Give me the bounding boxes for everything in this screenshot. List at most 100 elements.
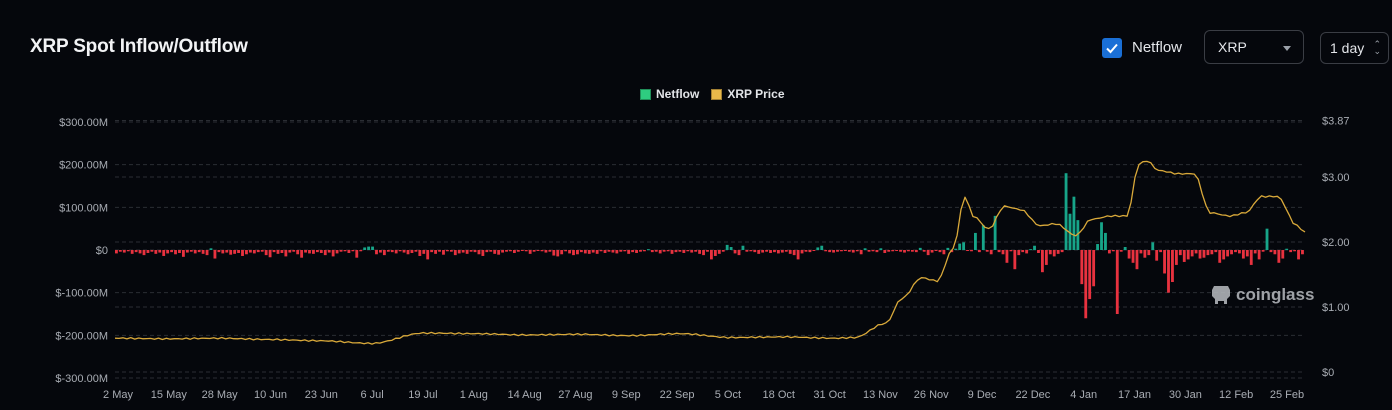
- netflow-bar[interactable]: [1096, 244, 1099, 250]
- netflow-bar[interactable]: [678, 250, 682, 252]
- netflow-bar[interactable]: [1159, 250, 1163, 253]
- netflow-bar[interactable]: [643, 250, 646, 252]
- netflow-bar[interactable]: [1285, 248, 1289, 250]
- netflow-bar[interactable]: [646, 249, 650, 251]
- netflow-bar[interactable]: [792, 250, 796, 256]
- netflow-bar[interactable]: [733, 250, 737, 254]
- netflow-bar[interactable]: [832, 250, 835, 253]
- netflow-bar[interactable]: [532, 250, 536, 252]
- netflow-bar[interactable]: [138, 250, 142, 254]
- netflow-bar[interactable]: [1076, 220, 1080, 250]
- netflow-bar[interactable]: [260, 250, 264, 252]
- netflow-bar[interactable]: [725, 244, 729, 250]
- netflow-bar[interactable]: [445, 250, 449, 252]
- netflow-bar[interactable]: [1143, 250, 1147, 258]
- netflow-bar[interactable]: [698, 250, 702, 254]
- netflow-bar[interactable]: [158, 250, 162, 253]
- netflow-bar[interactable]: [568, 250, 571, 254]
- netflow-bar[interactable]: [942, 250, 946, 255]
- netflow-bar[interactable]: [363, 247, 367, 250]
- netflow-bar[interactable]: [840, 250, 843, 252]
- netflow-bar[interactable]: [654, 250, 658, 252]
- netflow-bar[interactable]: [134, 250, 138, 253]
- netflow-bar[interactable]: [335, 250, 339, 254]
- netflow-bar[interactable]: [308, 250, 311, 254]
- netflow-bar[interactable]: [256, 250, 260, 253]
- netflow-bar[interactable]: [1139, 250, 1143, 254]
- netflow-bar[interactable]: [635, 250, 638, 253]
- netflow-bar[interactable]: [197, 250, 201, 253]
- netflow-bar[interactable]: [300, 250, 304, 258]
- netflow-bar[interactable]: [1100, 222, 1103, 250]
- netflow-bar[interactable]: [595, 250, 599, 254]
- netflow-bar[interactable]: [564, 250, 568, 252]
- netflow-bar[interactable]: [812, 250, 816, 251]
- netflow-bar[interactable]: [871, 250, 875, 252]
- netflow-bar[interactable]: [883, 250, 887, 253]
- netflow-bar[interactable]: [1111, 250, 1115, 252]
- netflow-bar[interactable]: [1017, 250, 1021, 256]
- netflow-bar[interactable]: [382, 250, 386, 256]
- netflow-bar[interactable]: [784, 250, 788, 252]
- netflow-bar[interactable]: [981, 225, 985, 250]
- netflow-bar[interactable]: [650, 250, 654, 253]
- netflow-bar[interactable]: [185, 250, 189, 253]
- netflow-bar[interactable]: [800, 250, 804, 254]
- netflow-bar[interactable]: [323, 250, 327, 256]
- netflow-bar[interactable]: [1281, 250, 1285, 259]
- netflow-bar[interactable]: [371, 246, 374, 250]
- netflow-bar[interactable]: [209, 248, 213, 250]
- netflow-bar[interactable]: [1261, 250, 1265, 252]
- netflow-bar[interactable]: [315, 250, 319, 253]
- netflow-bar[interactable]: [1277, 250, 1281, 263]
- netflow-bar[interactable]: [201, 250, 205, 254]
- netflow-bar[interactable]: [843, 250, 847, 251]
- netflow-bar[interactable]: [1115, 250, 1119, 314]
- netflow-bar[interactable]: [1234, 250, 1237, 253]
- netflow-bar[interactable]: [879, 248, 883, 250]
- netflow-bar[interactable]: [658, 250, 662, 254]
- netflow-bar[interactable]: [611, 250, 615, 253]
- netflow-bar[interactable]: [434, 250, 438, 254]
- netflow-bar[interactable]: [1064, 173, 1068, 250]
- netflow-bar[interactable]: [1001, 250, 1005, 255]
- netflow-bar[interactable]: [1048, 250, 1052, 255]
- netflow-bar[interactable]: [465, 250, 469, 254]
- netflow-bar[interactable]: [509, 250, 512, 252]
- netflow-bar[interactable]: [347, 250, 351, 253]
- netflow-bar[interactable]: [430, 250, 434, 253]
- netflow-bar[interactable]: [1013, 250, 1017, 270]
- netflow-bar[interactable]: [1190, 250, 1194, 257]
- netflow-bar[interactable]: [615, 250, 619, 254]
- netflow-bar[interactable]: [702, 250, 705, 256]
- netflow-bar[interactable]: [966, 250, 969, 251]
- netflow-bar[interactable]: [1163, 250, 1166, 274]
- netflow-bar[interactable]: [607, 250, 611, 252]
- netflow-bar[interactable]: [1174, 250, 1178, 265]
- netflow-bar[interactable]: [934, 250, 938, 251]
- netflow-bar[interactable]: [623, 250, 627, 252]
- netflow-bar[interactable]: [1033, 245, 1036, 250]
- netflow-bar[interactable]: [477, 250, 481, 255]
- netflow-bar[interactable]: [457, 250, 461, 254]
- netflow-bar[interactable]: [639, 250, 642, 252]
- netflow-bar[interactable]: [710, 250, 713, 260]
- netflow-bar[interactable]: [453, 250, 457, 256]
- netflow-bar[interactable]: [824, 250, 828, 252]
- netflow-bar[interactable]: [174, 250, 177, 255]
- netflow-bar[interactable]: [343, 250, 347, 252]
- netflow-bar[interactable]: [469, 250, 473, 252]
- netflow-bar[interactable]: [926, 250, 930, 256]
- netflow-bar[interactable]: [859, 250, 863, 255]
- netflow-bar[interactable]: [780, 250, 784, 253]
- netflow-bar[interactable]: [386, 250, 390, 252]
- netflow-bar[interactable]: [1040, 250, 1044, 273]
- netflow-bar[interactable]: [225, 250, 229, 253]
- netflow-bar[interactable]: [248, 250, 252, 253]
- netflow-bar[interactable]: [473, 250, 477, 253]
- netflow-bar[interactable]: [438, 250, 441, 252]
- netflow-bar[interactable]: [907, 250, 910, 252]
- netflow-bar[interactable]: [394, 250, 398, 254]
- netflow-bar[interactable]: [548, 250, 552, 252]
- netflow-bar[interactable]: [189, 250, 193, 252]
